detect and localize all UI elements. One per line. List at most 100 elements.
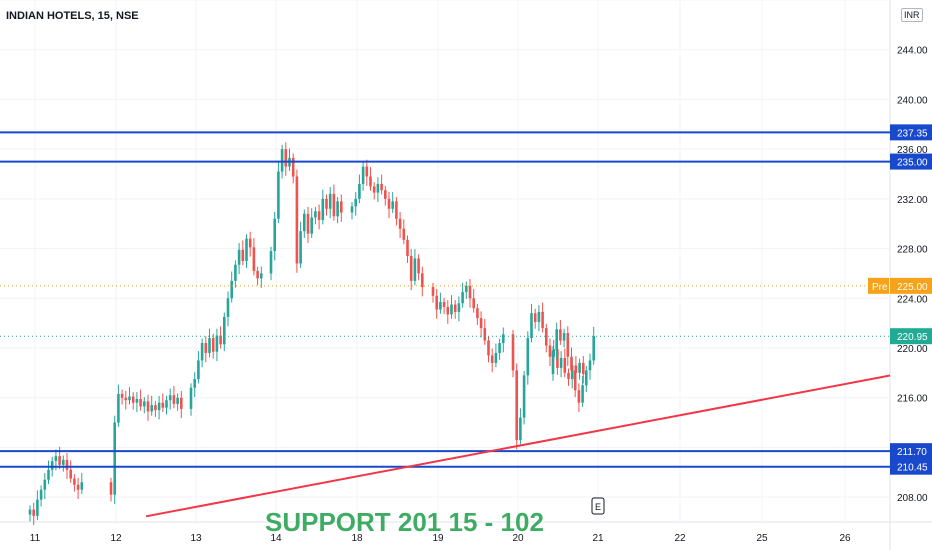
trend-line[interactable] (145, 374, 891, 518)
level-price-label: 210.45 (897, 463, 928, 474)
y-tick-label: 208.00 (897, 493, 928, 504)
candle-body (372, 186, 376, 193)
y-tick-label: 228.00 (897, 245, 928, 256)
candle-body (551, 350, 555, 375)
candle-body (592, 336, 595, 361)
earnings-event-label: E (595, 502, 601, 512)
candle-body (570, 356, 573, 371)
candle-body (369, 176, 372, 187)
last-price-label: 220.95 (897, 332, 928, 343)
candle-body (541, 311, 544, 329)
premarket-tag-bg (868, 277, 889, 294)
candle-body (450, 304, 453, 315)
candle-body (280, 149, 284, 172)
candle-body (581, 385, 584, 403)
candle-body (325, 198, 328, 209)
candle-body (556, 349, 559, 368)
candle-body (391, 201, 394, 209)
candle-body (47, 469, 50, 480)
x-tick-label: 25 (756, 533, 768, 544)
y-tick-label: 240.00 (897, 95, 928, 106)
candle-body (406, 239, 409, 257)
candle-body (421, 273, 424, 288)
candle-body (215, 335, 219, 352)
candle-body (284, 149, 288, 167)
candle-body (548, 345, 552, 357)
candle-body (157, 402, 161, 411)
candle-body (73, 478, 76, 485)
candle-body (54, 456, 58, 462)
candle-body (562, 333, 566, 341)
symbol-title: INDIAN HOTELS, 15, NSE (6, 10, 139, 22)
y-tick-label: 236.00 (897, 145, 928, 156)
candle-body (530, 313, 533, 339)
candle-body (468, 285, 472, 299)
candle-body (566, 333, 570, 357)
candle-body (32, 509, 35, 516)
currency-badge[interactable]: INR (901, 8, 923, 22)
candle-body (461, 292, 464, 304)
candle-body (577, 390, 581, 403)
candle-body (295, 176, 299, 264)
candle-body (332, 193, 336, 217)
candle-body (358, 183, 361, 199)
candle-body (317, 211, 321, 220)
candle-body (472, 298, 475, 309)
candle-body (511, 334, 515, 371)
candle-body (193, 379, 196, 388)
candle-body (124, 397, 128, 401)
candle-body (223, 316, 226, 345)
candle-body (237, 249, 241, 265)
candle-body (211, 338, 215, 352)
earnings-event-marker[interactable] (591, 497, 605, 515)
candle-body (200, 343, 204, 361)
support-annotation: SUPPORT 201 15 - 102 (265, 507, 544, 537)
candle-body (204, 343, 208, 353)
candle-body (256, 270, 259, 279)
candle-body (80, 482, 84, 490)
candle-body (172, 395, 176, 404)
candle-body (39, 489, 43, 500)
candle-body (365, 166, 369, 177)
candle-body (402, 228, 406, 240)
candle-body (585, 370, 588, 386)
y-tick-label: 244.00 (897, 46, 928, 57)
candle-body (336, 201, 339, 217)
candle-body (291, 157, 295, 177)
level-price-label-bg (890, 443, 932, 460)
candle-body (277, 171, 280, 219)
candle-body (380, 183, 383, 191)
candle-body (260, 273, 263, 279)
candle-body (567, 372, 570, 380)
candle-body (150, 405, 153, 412)
candle-body (533, 313, 537, 322)
candle-body (340, 201, 343, 213)
candle-body (559, 329, 562, 341)
candle-body (58, 456, 61, 465)
candle-body (417, 258, 420, 274)
candle-body (241, 249, 245, 261)
candle-body (526, 338, 530, 376)
level-price-label: 237.35 (897, 128, 928, 139)
candle-body (299, 231, 302, 264)
candle-body (582, 362, 585, 375)
candle-body (252, 247, 256, 271)
candle-body (457, 303, 461, 312)
candle-body (113, 422, 116, 495)
candle-body (439, 302, 442, 310)
level-price-label-bg (890, 124, 932, 141)
candle-body (310, 217, 313, 234)
candle-body (376, 183, 380, 193)
candle-body (180, 397, 183, 409)
candle-body (498, 343, 501, 353)
candle-body (230, 280, 233, 299)
candle-body (570, 365, 574, 380)
level-price-label-bg (890, 153, 932, 170)
candle-body (515, 370, 518, 440)
candle-body (555, 329, 558, 351)
x-tick-label: 26 (839, 533, 851, 544)
candle-body (588, 360, 592, 371)
candle-body (135, 398, 139, 403)
candle-body (537, 311, 541, 322)
